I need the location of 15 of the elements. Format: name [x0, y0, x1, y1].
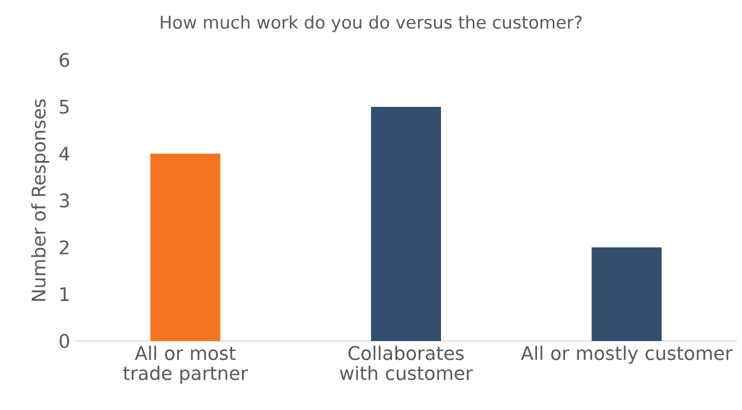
- x-tick-label: Collaborates with customer: [340, 346, 473, 380]
- x-tick-label: All or mostly customer: [520, 346, 732, 364]
- y-axis-title: Number of Responses: [31, 99, 50, 301]
- y-tick-label: 6: [60, 52, 70, 68]
- x-tick-label: All or most trade partner: [123, 346, 248, 384]
- y-tick-label: 1: [60, 287, 69, 301]
- y-tick-label: 5: [60, 100, 69, 114]
- y-tick-label: 4: [59, 146, 70, 160]
- bar: [150, 154, 220, 341]
- bar: [371, 106, 442, 341]
- y-tick-label: 3: [60, 193, 69, 208]
- chart-title: How much work do you do versus the customer?: [160, 15, 582, 32]
- bar: [592, 247, 662, 341]
- y-tick-label: 0: [60, 334, 70, 348]
- y-tick-label: 2: [60, 240, 68, 254]
